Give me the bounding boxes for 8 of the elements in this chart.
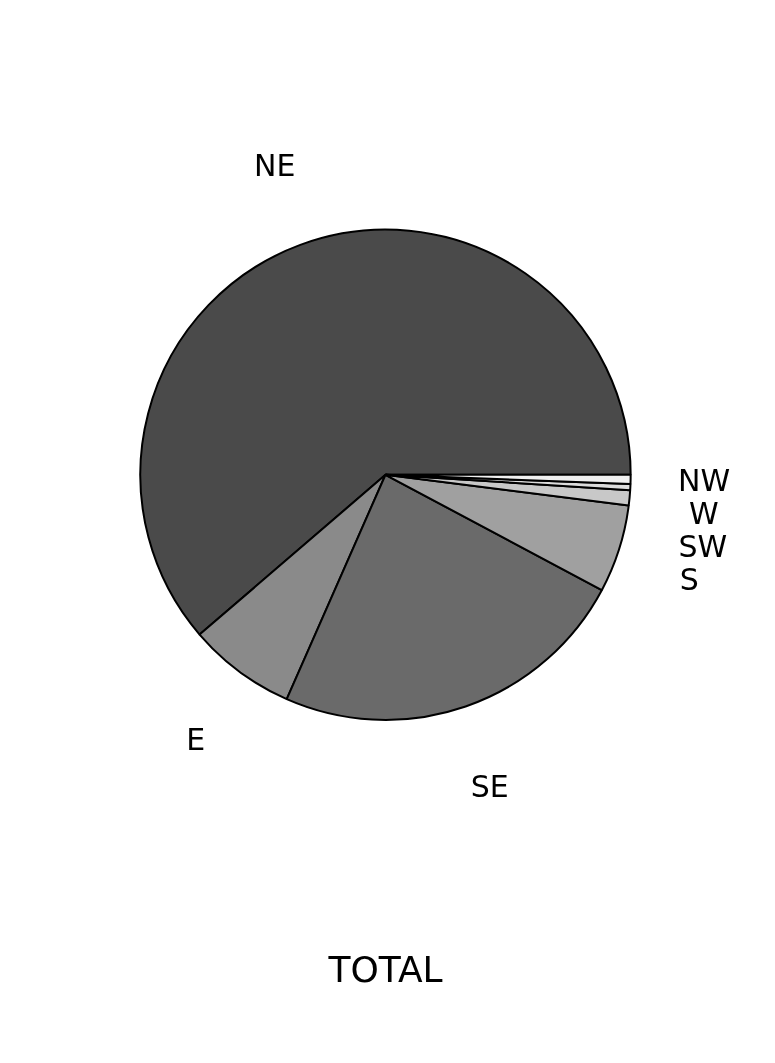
slice-label: NW xyxy=(678,463,731,499)
slice-label: S xyxy=(679,562,699,598)
slice-label: NE xyxy=(254,148,296,184)
text: TOTAL xyxy=(327,948,443,990)
slice-label: W xyxy=(688,496,719,532)
slice-label: SW xyxy=(678,529,728,565)
slice-label: E xyxy=(186,722,206,758)
slice-label: SE xyxy=(470,768,509,804)
